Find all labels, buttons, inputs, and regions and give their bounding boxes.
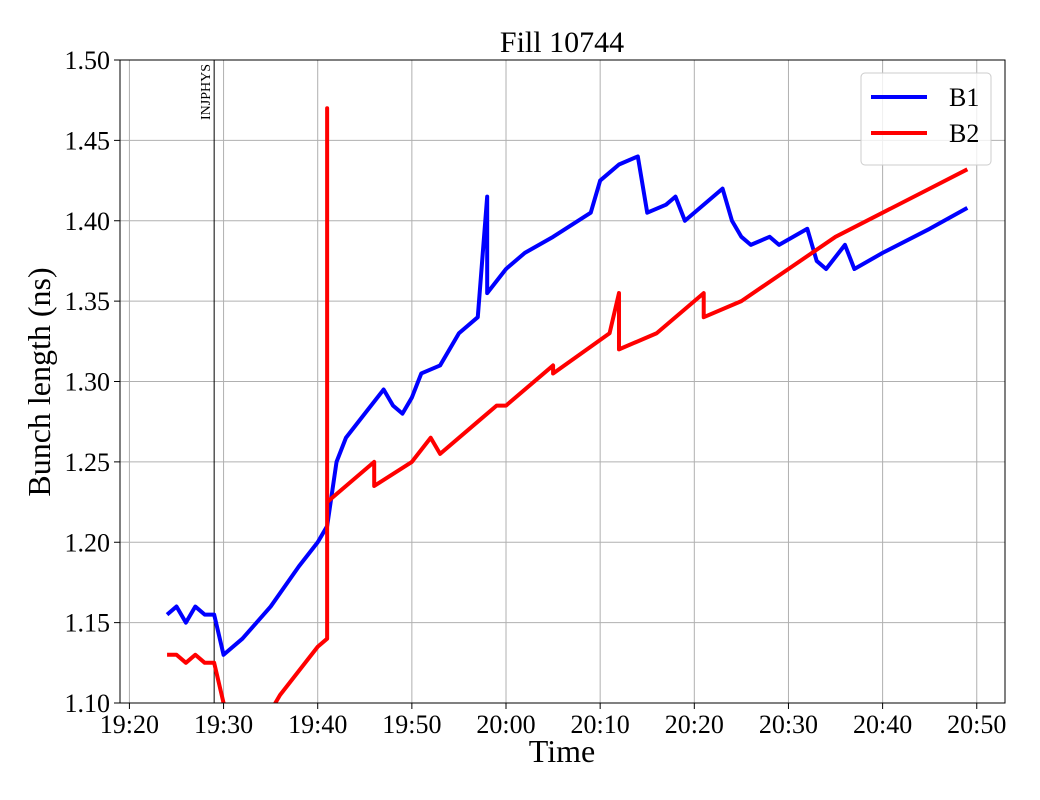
x-tick-label: 19:40 [288, 710, 347, 739]
y-tick-label: 1.40 [65, 207, 111, 236]
series-line [167, 106, 969, 703]
y-tick-label: 1.45 [65, 126, 111, 155]
plot-area [165, 60, 969, 703]
y-tick-label: 1.20 [65, 528, 111, 557]
y-tick-label: 1.50 [65, 46, 111, 75]
legend-label: B1 [949, 83, 979, 112]
x-tick-label: 20:20 [665, 710, 724, 739]
y-tick-label: 1.15 [65, 609, 111, 638]
x-tick-label: 19:30 [194, 710, 253, 739]
plot-frame [119, 59, 1006, 704]
series-line [165, 154, 969, 657]
y-tick-label: 1.25 [65, 448, 111, 477]
y-axis-label: Bunch length (ns) [21, 267, 57, 496]
grid: 19:20 19:30 19:40 19:50 20:00 20:10 20:20 20:30… [65, 46, 1007, 739]
chart-title: Fill 10744 [500, 26, 624, 59]
x-tick-label: 20:10 [571, 710, 630, 739]
y-tick-label: 1.35 [65, 287, 111, 316]
y-tick-label: 1.30 [65, 368, 111, 397]
x-tick-label: 20:40 [853, 710, 912, 739]
x-tick-label: 20:30 [759, 710, 818, 739]
x-axis-label: Time [529, 733, 595, 769]
annotation-label: INJPHYS [199, 64, 214, 120]
legend-label: B2 [949, 119, 979, 148]
x-tick-label: 19:50 [382, 710, 441, 739]
y-tick-label: 1.10 [65, 689, 111, 718]
x-tick-label: 20:00 [476, 710, 535, 739]
x-tick-label: 20:50 [947, 710, 1006, 739]
x-tick-label: 19:20 [100, 710, 159, 739]
